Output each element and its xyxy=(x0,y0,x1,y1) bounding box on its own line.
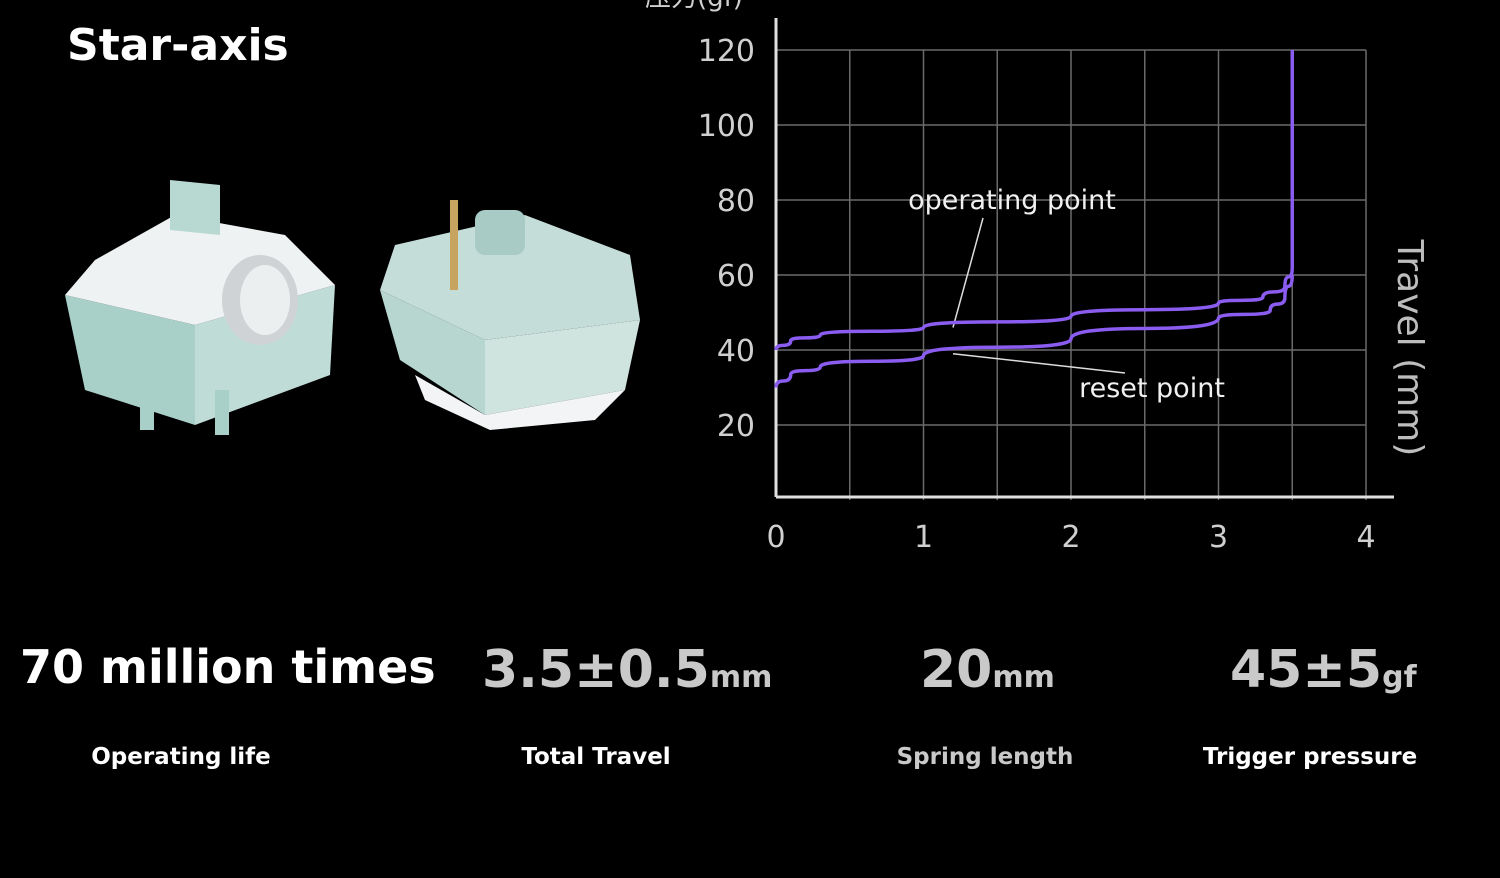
spec-operating-life-label: Operating life xyxy=(91,744,271,770)
x-tick-label: 2 xyxy=(1061,520,1080,555)
spec-value: 45±5 xyxy=(1230,640,1383,700)
x-axis-label: Travel (mm) xyxy=(1389,239,1430,457)
annotation-leader-line xyxy=(952,353,1126,374)
switch-image-front xyxy=(65,180,335,435)
spec-value: 20 xyxy=(920,640,993,700)
page-title: Star-axis xyxy=(67,20,289,71)
spec-spring-length-value: 20mm xyxy=(920,640,1055,700)
annotation-leader-line xyxy=(952,217,984,328)
annotation-operating-point: operating point xyxy=(908,185,1116,216)
force-travel-chart: 0 1 2 3 4 20 40 60 80 100 120 压力(gf) Travel (mm) oper… xyxy=(645,0,1430,555)
annotation-reset-point: reset point xyxy=(1079,373,1225,404)
y-tick-label: 120 xyxy=(698,34,755,69)
x-tick-label: 4 xyxy=(1356,520,1375,555)
spec-operating-life-value: 70 million times xyxy=(20,640,436,694)
spec-unit: mm xyxy=(709,660,773,695)
spec-spring-length-label: Spring length xyxy=(896,744,1074,770)
y-tick-label: 40 xyxy=(717,334,755,369)
spec-trigger-pressure-value: 45±5gf xyxy=(1230,640,1417,700)
series-line-release xyxy=(774,274,1294,388)
spec-trigger-pressure-label: Trigger pressure xyxy=(1202,744,1418,770)
y-tick-label: 80 xyxy=(717,184,755,219)
x-tick-label: 1 xyxy=(914,520,933,555)
switch-image-back xyxy=(380,200,640,430)
x-tick-label: 0 xyxy=(766,520,785,555)
y-tick-label: 60 xyxy=(717,259,755,294)
x-tick-label: 3 xyxy=(1209,520,1228,555)
spec-value: 70 million times xyxy=(20,640,436,694)
y-axis-label: 压力(gf) xyxy=(645,0,743,13)
spec-total-travel-label: Total Travel xyxy=(521,744,671,770)
spec-value: 3.5±0.5 xyxy=(482,640,710,700)
y-tick-label: 20 xyxy=(717,409,755,444)
spec-total-travel-value: 3.5±0.5mm xyxy=(482,640,772,700)
spec-unit: gf xyxy=(1382,660,1417,695)
y-tick-label: 100 xyxy=(698,109,755,144)
spec-unit: mm xyxy=(992,660,1055,695)
